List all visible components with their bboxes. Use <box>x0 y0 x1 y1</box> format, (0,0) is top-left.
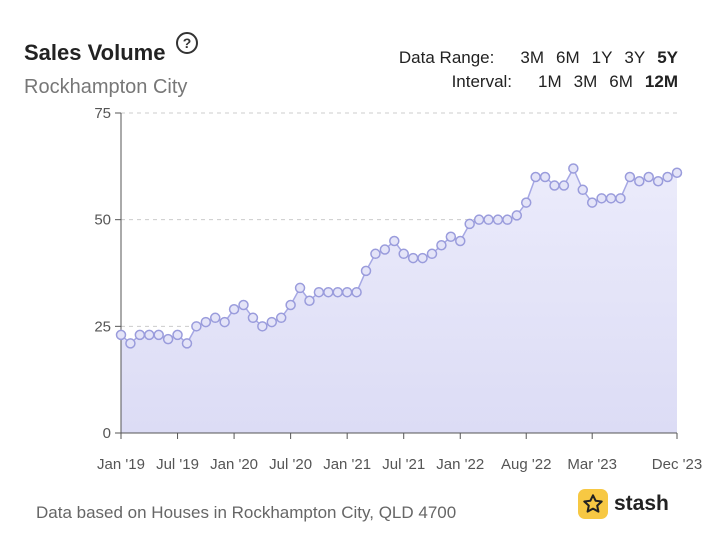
interval-option-6m[interactable]: 6M <box>609 72 633 91</box>
chart-subtitle: Rockhampton City <box>24 76 188 98</box>
data-point <box>162 333 174 345</box>
data-point <box>398 248 409 260</box>
data-point <box>247 312 259 324</box>
data-point <box>351 286 362 298</box>
data-point <box>153 329 164 341</box>
data-range-label: Data Range: <box>398 48 495 67</box>
chart-controls: Data Range: 3M 6M 1Y 3Y 5Y Interval: 1M … <box>399 46 678 94</box>
range-option-3y[interactable]: 3Y <box>624 48 646 67</box>
x-tick-label: Jul '19 <box>156 456 199 473</box>
data-range-row: Data Range: 3M 6M 1Y 3Y 5Y <box>399 46 678 70</box>
data-point <box>125 338 136 349</box>
data-point <box>671 167 683 178</box>
y-tick-label: 50 <box>94 212 111 229</box>
data-point <box>577 184 589 196</box>
x-tick-label: Aug '22 <box>501 456 551 473</box>
data-point <box>652 176 664 187</box>
data-point <box>483 214 494 225</box>
data-point <box>549 180 560 191</box>
data-point <box>181 338 193 349</box>
data-point <box>370 248 381 260</box>
data-point <box>257 321 268 332</box>
data-point <box>502 214 513 225</box>
data-point <box>473 214 485 225</box>
x-tick-label: Mar '23 <box>567 456 617 473</box>
x-tick-label: Jul '20 <box>269 456 312 473</box>
y-tick-label: 75 <box>94 105 111 122</box>
data-point <box>266 316 278 328</box>
x-tick-label: Jan '19 <box>97 456 145 473</box>
data-point <box>134 329 146 341</box>
x-tick-label: Jan '21 <box>323 456 371 473</box>
data-point <box>492 214 504 225</box>
data-point <box>511 210 523 221</box>
data-point <box>341 286 353 298</box>
data-point <box>426 248 438 260</box>
data-point <box>586 197 598 208</box>
sales-volume-chart: 0 25 50 75 Jan '19 Jul '19 Jan '20 Jul '20 Jan '… <box>94 105 702 473</box>
data-point <box>605 193 617 204</box>
data-point <box>596 193 607 204</box>
data-point <box>228 304 240 315</box>
interval-option-1m[interactable]: 1M <box>538 72 562 91</box>
data-point <box>455 235 466 247</box>
data-point <box>294 282 306 294</box>
interval-option-3m[interactable]: 3M <box>573 72 598 91</box>
chart-title: Sales Volume <box>24 40 166 65</box>
data-point <box>558 180 570 191</box>
data-point <box>634 176 645 187</box>
data-point <box>172 329 183 341</box>
data-point <box>662 171 673 183</box>
data-point <box>200 316 212 328</box>
area-fill <box>121 168 677 433</box>
x-tick-label: Jul '21 <box>382 456 425 473</box>
logo-text: stash <box>614 492 669 515</box>
data-point <box>520 197 532 208</box>
range-option-1y[interactable]: 1Y <box>591 48 613 67</box>
x-tick-label: Dec '23 <box>652 456 702 473</box>
data-point <box>313 286 325 298</box>
y-tick-label: 25 <box>94 318 111 335</box>
data-point <box>323 286 334 298</box>
data-point <box>624 171 636 183</box>
interval-row: Interval: 1M 3M 6M 12M <box>399 70 678 94</box>
range-option-5y[interactable]: 5Y <box>657 48 678 67</box>
data-point <box>275 312 287 324</box>
x-tick-label: Jan '22 <box>436 456 484 473</box>
data-point <box>285 299 296 311</box>
x-tick-label: Jan '20 <box>210 456 258 473</box>
data-point <box>568 163 579 174</box>
interval-option-12m[interactable]: 12M <box>644 72 678 91</box>
data-point <box>379 244 391 255</box>
data-point <box>436 240 447 251</box>
data-point <box>445 231 457 242</box>
footer-note: Data based on Houses in Rockhampton City… <box>36 503 457 522</box>
data-point <box>144 329 155 341</box>
data-point <box>464 218 475 230</box>
data-point <box>219 316 230 328</box>
data-point <box>530 171 541 183</box>
help-icon[interactable]: ? <box>176 32 198 54</box>
y-tick-label: 0 <box>103 425 111 442</box>
data-point <box>389 235 400 247</box>
data-point <box>238 299 249 311</box>
data-point <box>191 321 202 332</box>
data-point <box>417 252 428 264</box>
stash-logo[interactable]: stash <box>578 489 669 519</box>
data-point <box>615 193 626 204</box>
data-point <box>115 329 127 341</box>
data-point <box>643 171 654 183</box>
star-icon <box>578 489 608 519</box>
data-point <box>304 295 315 306</box>
data-point <box>332 286 343 298</box>
data-point <box>539 171 551 183</box>
data-point <box>360 265 372 277</box>
data-point <box>209 312 221 324</box>
interval-label: Interval: <box>451 72 513 91</box>
data-point <box>407 252 419 264</box>
range-option-6m[interactable]: 6M <box>555 48 580 67</box>
range-option-3m[interactable]: 3M <box>520 48 544 67</box>
